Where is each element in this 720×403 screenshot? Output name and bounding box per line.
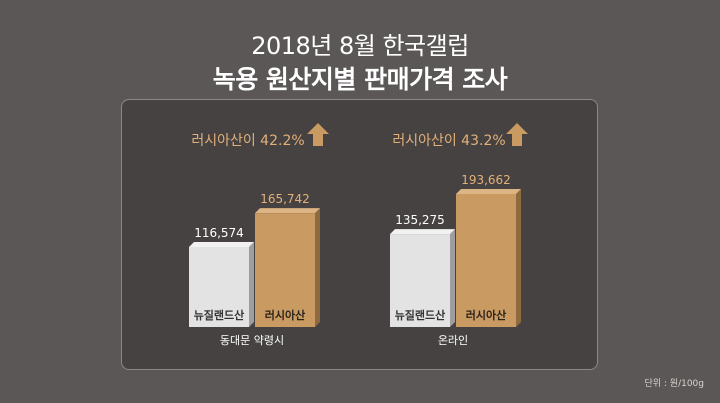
bar-top [189, 241, 254, 247]
bar [255, 213, 315, 327]
series-label: 뉴질랜드산 [194, 308, 245, 322]
series-label: 러시아산 [265, 308, 305, 322]
data-label: 116,574 [194, 226, 244, 240]
bar [456, 194, 516, 327]
bar-top [255, 208, 320, 214]
chart-title-line1: 2018년 8월 한국갤럽 [251, 32, 469, 60]
up-arrow-icon [307, 123, 329, 146]
series-label: 뉴질랜드산 [395, 308, 446, 322]
bar-side [249, 241, 254, 327]
unit-note: 단위 : 원/100g [644, 379, 704, 389]
bar-side [516, 189, 521, 327]
bar-side [450, 229, 455, 327]
bar-side [315, 208, 320, 327]
chart-title-line2: 녹용 원산지별 판매가격 조사 [212, 65, 508, 94]
bar-top [456, 189, 521, 194]
bar-top [390, 229, 455, 235]
category-label: 온라인 [438, 334, 468, 347]
data-label: 135,275 [395, 213, 445, 227]
series-label: 러시아산 [466, 308, 506, 322]
up-arrow-icon [506, 123, 528, 146]
annotation-text: 러시아산이 43.2% [392, 133, 505, 149]
bar [390, 234, 450, 327]
data-label: 193,662 [461, 173, 511, 187]
bar [189, 246, 249, 327]
data-label: 165,742 [260, 192, 310, 206]
category-label: 동대문 약령시 [220, 333, 284, 347]
annotation-text: 러시아산이 42.2% [191, 133, 304, 149]
